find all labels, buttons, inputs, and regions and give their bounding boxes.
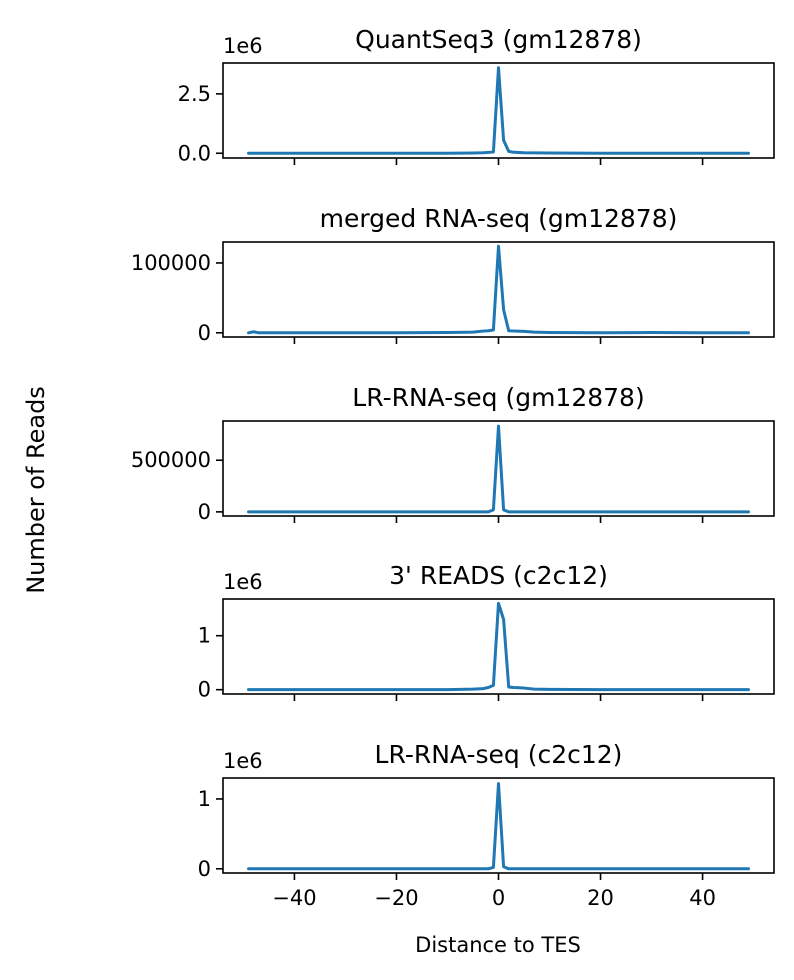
subplot-3: LR-RNA-seq (gm12878) 0 500000 (131, 383, 775, 524)
x-tick-label: 0 (492, 886, 505, 910)
x-tick-label: 40 (689, 886, 716, 910)
y-tick-label: 1 (198, 787, 211, 811)
subplot-1: QuantSeq3 (gm12878) 1e6 0.0 2.5 (178, 25, 775, 165)
panels: QuantSeq3 (gm12878) 1e6 0.0 2.5 merged RNA-s… (131, 25, 775, 910)
y-tick-label: 0 (198, 321, 211, 345)
y-tick-label: 0 (198, 500, 211, 524)
subplot-5: LR-RNA-seq (c2c12) 1e6 0 1 −40 −20 0 20 40 (198, 740, 775, 910)
y-tick-label: 0.0 (178, 141, 211, 165)
series-line (247, 244, 750, 335)
subplot-2: merged RNA-seq (gm12878) 0 100000 (131, 204, 775, 345)
subplot-title: merged RNA-seq (gm12878) (320, 204, 678, 233)
subplot-4: 3' READS (c2c12) 1e6 0 1 (198, 561, 775, 702)
series-line (247, 66, 750, 155)
x-tick-label: −40 (272, 886, 316, 910)
y-offset-text: 1e6 (223, 34, 263, 58)
series-line (247, 424, 750, 514)
y-offset-text: 1e6 (223, 749, 263, 773)
y-tick-label: 100000 (131, 251, 211, 275)
series-line (247, 782, 750, 871)
subplot-title: QuantSeq3 (gm12878) (355, 25, 642, 54)
figure-ylabel: Number of Reads (22, 386, 50, 594)
figure-xlabel: Distance to TES (415, 933, 581, 957)
subplot-title: 3' READS (c2c12) (389, 561, 608, 590)
y-offset-text: 1e6 (223, 570, 263, 594)
y-tick-label: 0 (198, 678, 211, 702)
subplot-title: LR-RNA-seq (c2c12) (375, 740, 623, 769)
x-tick-label: −20 (374, 886, 418, 910)
series-line (247, 601, 750, 692)
subplot-title: LR-RNA-seq (gm12878) (352, 383, 644, 412)
y-tick-label: 1 (198, 624, 211, 648)
y-tick-label: 0 (198, 857, 211, 881)
y-tick-label: 500000 (131, 448, 211, 472)
y-tick-label: 2.5 (178, 82, 211, 106)
x-tick-label: 20 (587, 886, 614, 910)
